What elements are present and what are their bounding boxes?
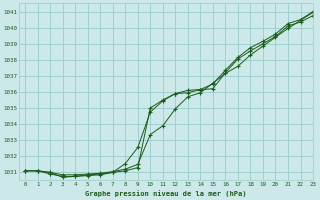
X-axis label: Graphe pression niveau de la mer (hPa): Graphe pression niveau de la mer (hPa) bbox=[85, 190, 247, 197]
